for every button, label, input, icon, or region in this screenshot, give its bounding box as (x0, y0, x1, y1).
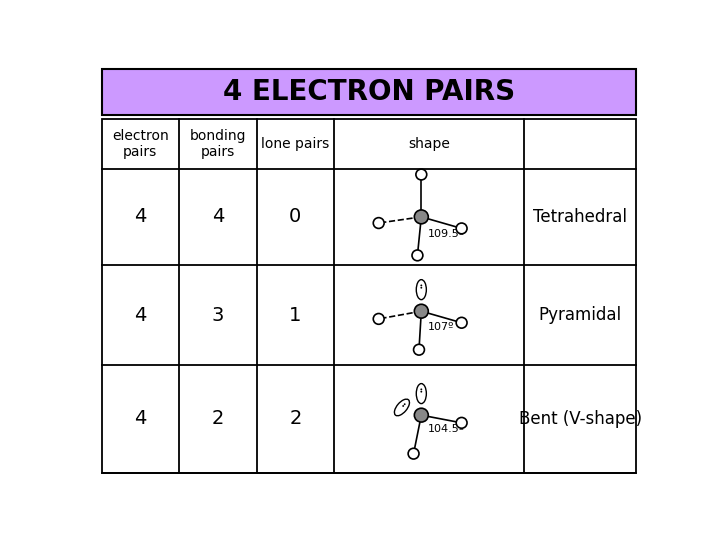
Text: 4: 4 (134, 207, 147, 226)
Circle shape (456, 417, 467, 428)
Text: 4: 4 (212, 207, 224, 226)
Circle shape (420, 391, 422, 393)
Circle shape (412, 250, 423, 261)
Text: 4: 4 (134, 409, 147, 429)
Text: lone pairs: lone pairs (261, 137, 330, 151)
Circle shape (420, 287, 422, 289)
Circle shape (420, 285, 422, 286)
Circle shape (456, 223, 467, 234)
Circle shape (373, 314, 384, 325)
Circle shape (420, 388, 422, 390)
Ellipse shape (416, 280, 426, 300)
Text: Tetrahedral: Tetrahedral (534, 208, 627, 226)
Text: Pyramidal: Pyramidal (539, 306, 622, 324)
Text: 1: 1 (289, 306, 302, 325)
Circle shape (402, 405, 404, 407)
Circle shape (414, 210, 428, 224)
Text: 0: 0 (289, 207, 302, 226)
Text: 2: 2 (289, 409, 302, 429)
Circle shape (404, 403, 405, 405)
Text: shape: shape (408, 137, 450, 151)
Text: 109.5º: 109.5º (428, 229, 464, 239)
Circle shape (414, 408, 428, 422)
Ellipse shape (395, 399, 410, 416)
Circle shape (408, 448, 419, 459)
Text: 104.5º: 104.5º (428, 424, 464, 434)
Text: 2: 2 (212, 409, 224, 429)
Circle shape (416, 169, 427, 180)
Text: 107º: 107º (428, 322, 454, 332)
Circle shape (373, 218, 384, 228)
Text: electron
pairs: electron pairs (112, 129, 168, 159)
FancyBboxPatch shape (102, 69, 636, 115)
Circle shape (413, 345, 424, 355)
Ellipse shape (416, 383, 426, 403)
Text: 3: 3 (212, 306, 224, 325)
Text: 4: 4 (134, 306, 147, 325)
Circle shape (456, 318, 467, 328)
Text: bonding
pairs: bonding pairs (189, 129, 246, 159)
Text: Bent (V-shape): Bent (V-shape) (518, 410, 642, 428)
Text: 4 ELECTRON PAIRS: 4 ELECTRON PAIRS (223, 78, 515, 106)
Circle shape (414, 304, 428, 318)
